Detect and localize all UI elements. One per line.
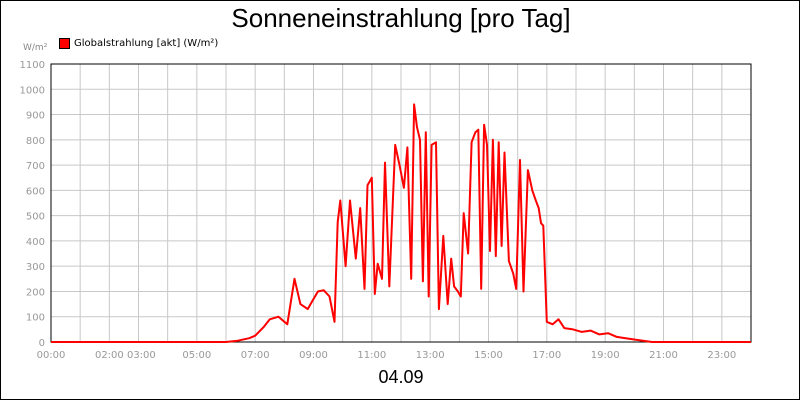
y-tick-label: 1000 — [20, 85, 45, 96]
y-tick-label: 800 — [26, 136, 45, 147]
y-tick-labels: 0 100 200 300 400 500 600 700 800 900 1000 1100 — [20, 60, 45, 349]
series-line-0 — [51, 103, 751, 343]
x-tick-label: 17:00 — [532, 350, 561, 361]
y-tick-label: 1100 — [20, 60, 45, 71]
series-layer — [51, 103, 751, 343]
y-tick-label: 600 — [26, 186, 45, 197]
y-tick-label: 0 — [39, 338, 45, 349]
x-tick-label: 21:00 — [649, 350, 678, 361]
x-tick-label: 07:00 — [241, 350, 270, 361]
chart-title: Sonneneinstrahlung [pro Tag] — [231, 3, 571, 33]
y-tick-label: 700 — [26, 161, 45, 172]
x-tick-label: 05:00 — [182, 350, 211, 361]
y-tick-label: 400 — [26, 237, 45, 248]
x-tick-label: 13:00 — [416, 350, 445, 361]
x-tick-label: 00:00 — [37, 350, 66, 361]
y-tick-label: 500 — [26, 212, 45, 223]
x-axis-date-label: 04.09 — [378, 367, 424, 387]
x-tick-label: 23:00 — [707, 350, 736, 361]
y-tick-label: 900 — [26, 111, 45, 122]
plot-area — [50, 63, 752, 343]
legend: Globalstrahlung [akt] (W/m²) — [59, 38, 218, 49]
grid-lines — [51, 63, 751, 343]
y-tick-label: 300 — [26, 262, 45, 273]
y-axis-unit-label: W/m² — [23, 43, 48, 53]
x-tick-label: 15:00 — [474, 350, 503, 361]
legend-swatch — [59, 38, 70, 49]
x-tick-label: 19:00 — [591, 350, 620, 361]
y-tick-label: 100 — [26, 313, 45, 324]
x-tick-label: 02:00 03:00 — [95, 350, 156, 361]
x-tick-labels: 00:00 02:00 03:00 05:00 07:00 09:00 11:00 13:0… — [37, 350, 737, 361]
y-tick-label: 200 — [26, 287, 45, 298]
x-tick-label: 11:00 — [357, 350, 386, 361]
legend-label: Globalstrahlung [akt] (W/m²) — [74, 38, 219, 49]
x-tick-label: 09:00 — [299, 350, 328, 361]
